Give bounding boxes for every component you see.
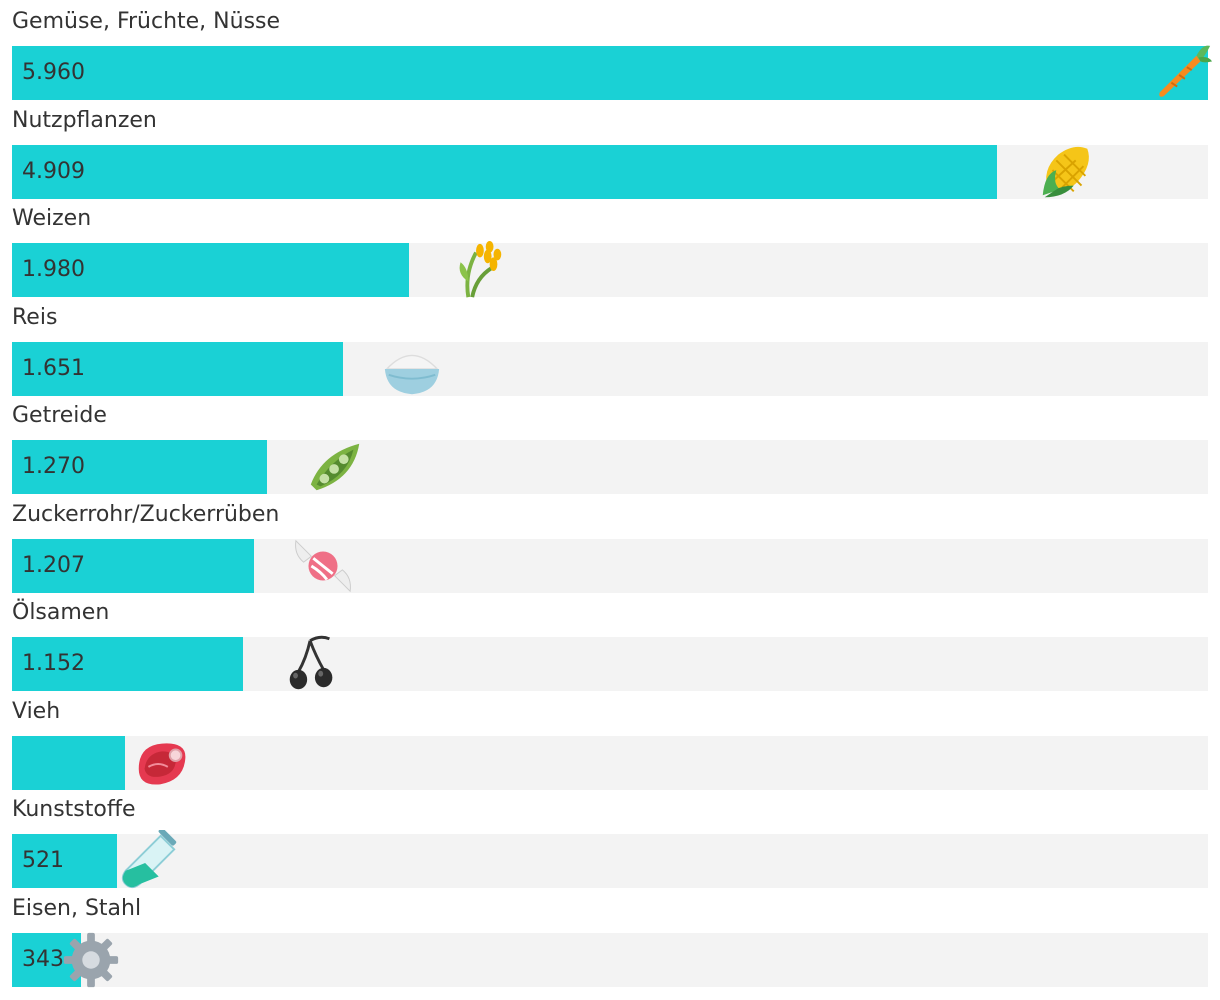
bar-kunststoffe <box>12 834 117 888</box>
bar-vieh <box>12 735 125 790</box>
value-label-zuckerrohr-zuckerrueben: 1.207 <box>22 552 85 578</box>
bar-weizen <box>12 243 409 297</box>
value-label-nutzpflanzen: 4.909 <box>22 158 85 184</box>
bar-track: 5.960 <box>12 45 1213 100</box>
bar-reis <box>12 341 343 396</box>
value-label-weizen: 1.980 <box>22 257 85 282</box>
category-label-oelsamen: Ölsamen <box>12 600 110 625</box>
bar-track: 4.909 <box>12 144 1208 199</box>
bar-track <box>12 735 1208 790</box>
bar-zuckerrohr-zuckerrueben <box>12 538 254 593</box>
bar-track: 1.270 <box>12 440 1208 494</box>
bar-track: 1.152 <box>12 635 1208 691</box>
carrot-icon <box>1152 42 1214 104</box>
bar-nutzpflanzen <box>12 144 997 199</box>
rice-bowl-icon <box>381 338 443 400</box>
bar-track: 521 <box>12 830 1208 889</box>
value-label-oelsamen: 1.152 <box>22 651 85 676</box>
category-label-reis: Reis <box>12 304 58 330</box>
meat-icon <box>131 732 193 794</box>
category-label-kunststoffe: Kunststoffe <box>12 797 136 822</box>
category-label-weizen: Weizen <box>12 206 92 231</box>
candy-icon <box>292 535 354 597</box>
bar-track: 1.980 <box>12 240 1208 298</box>
category-label-vieh: Vieh <box>12 698 61 724</box>
gear-icon <box>60 929 122 991</box>
category-label-gemuese-fruechte-nuesse: Gemüse, Früchte, Nüsse <box>12 9 281 34</box>
value-label-gemuese-fruechte-nuesse: 5.960 <box>22 60 85 85</box>
pea-pod-icon <box>305 436 367 498</box>
test-tube-icon <box>118 830 180 892</box>
bar-oelsamen <box>12 637 243 691</box>
category-label-zuckerrohr-zuckerrueben: Zuckerrohr/Zuckerrüben <box>12 501 280 527</box>
bar-track: 343 <box>12 932 1208 987</box>
category-label-getreide: Getreide <box>12 403 107 428</box>
bar-getreide <box>12 440 267 494</box>
bar-track: 1.207 <box>12 538 1208 593</box>
value-label-eisen-stahl: 343 <box>22 946 64 972</box>
bar-track: 1.651 <box>12 341 1208 396</box>
olive-icon <box>281 633 343 695</box>
value-label-getreide: 1.270 <box>22 454 85 479</box>
bar-gemuese-fruechte-nuesse <box>12 46 1208 100</box>
value-label-kunststoffe: 521 <box>22 848 64 873</box>
value-label-reis: 1.651 <box>22 355 85 381</box>
category-label-nutzpflanzen: Nutzpflanzen <box>12 107 157 133</box>
category-label-eisen-stahl: Eisen, Stahl <box>12 895 142 921</box>
corn-icon <box>1035 141 1097 203</box>
rice-plant-icon <box>447 239 509 301</box>
